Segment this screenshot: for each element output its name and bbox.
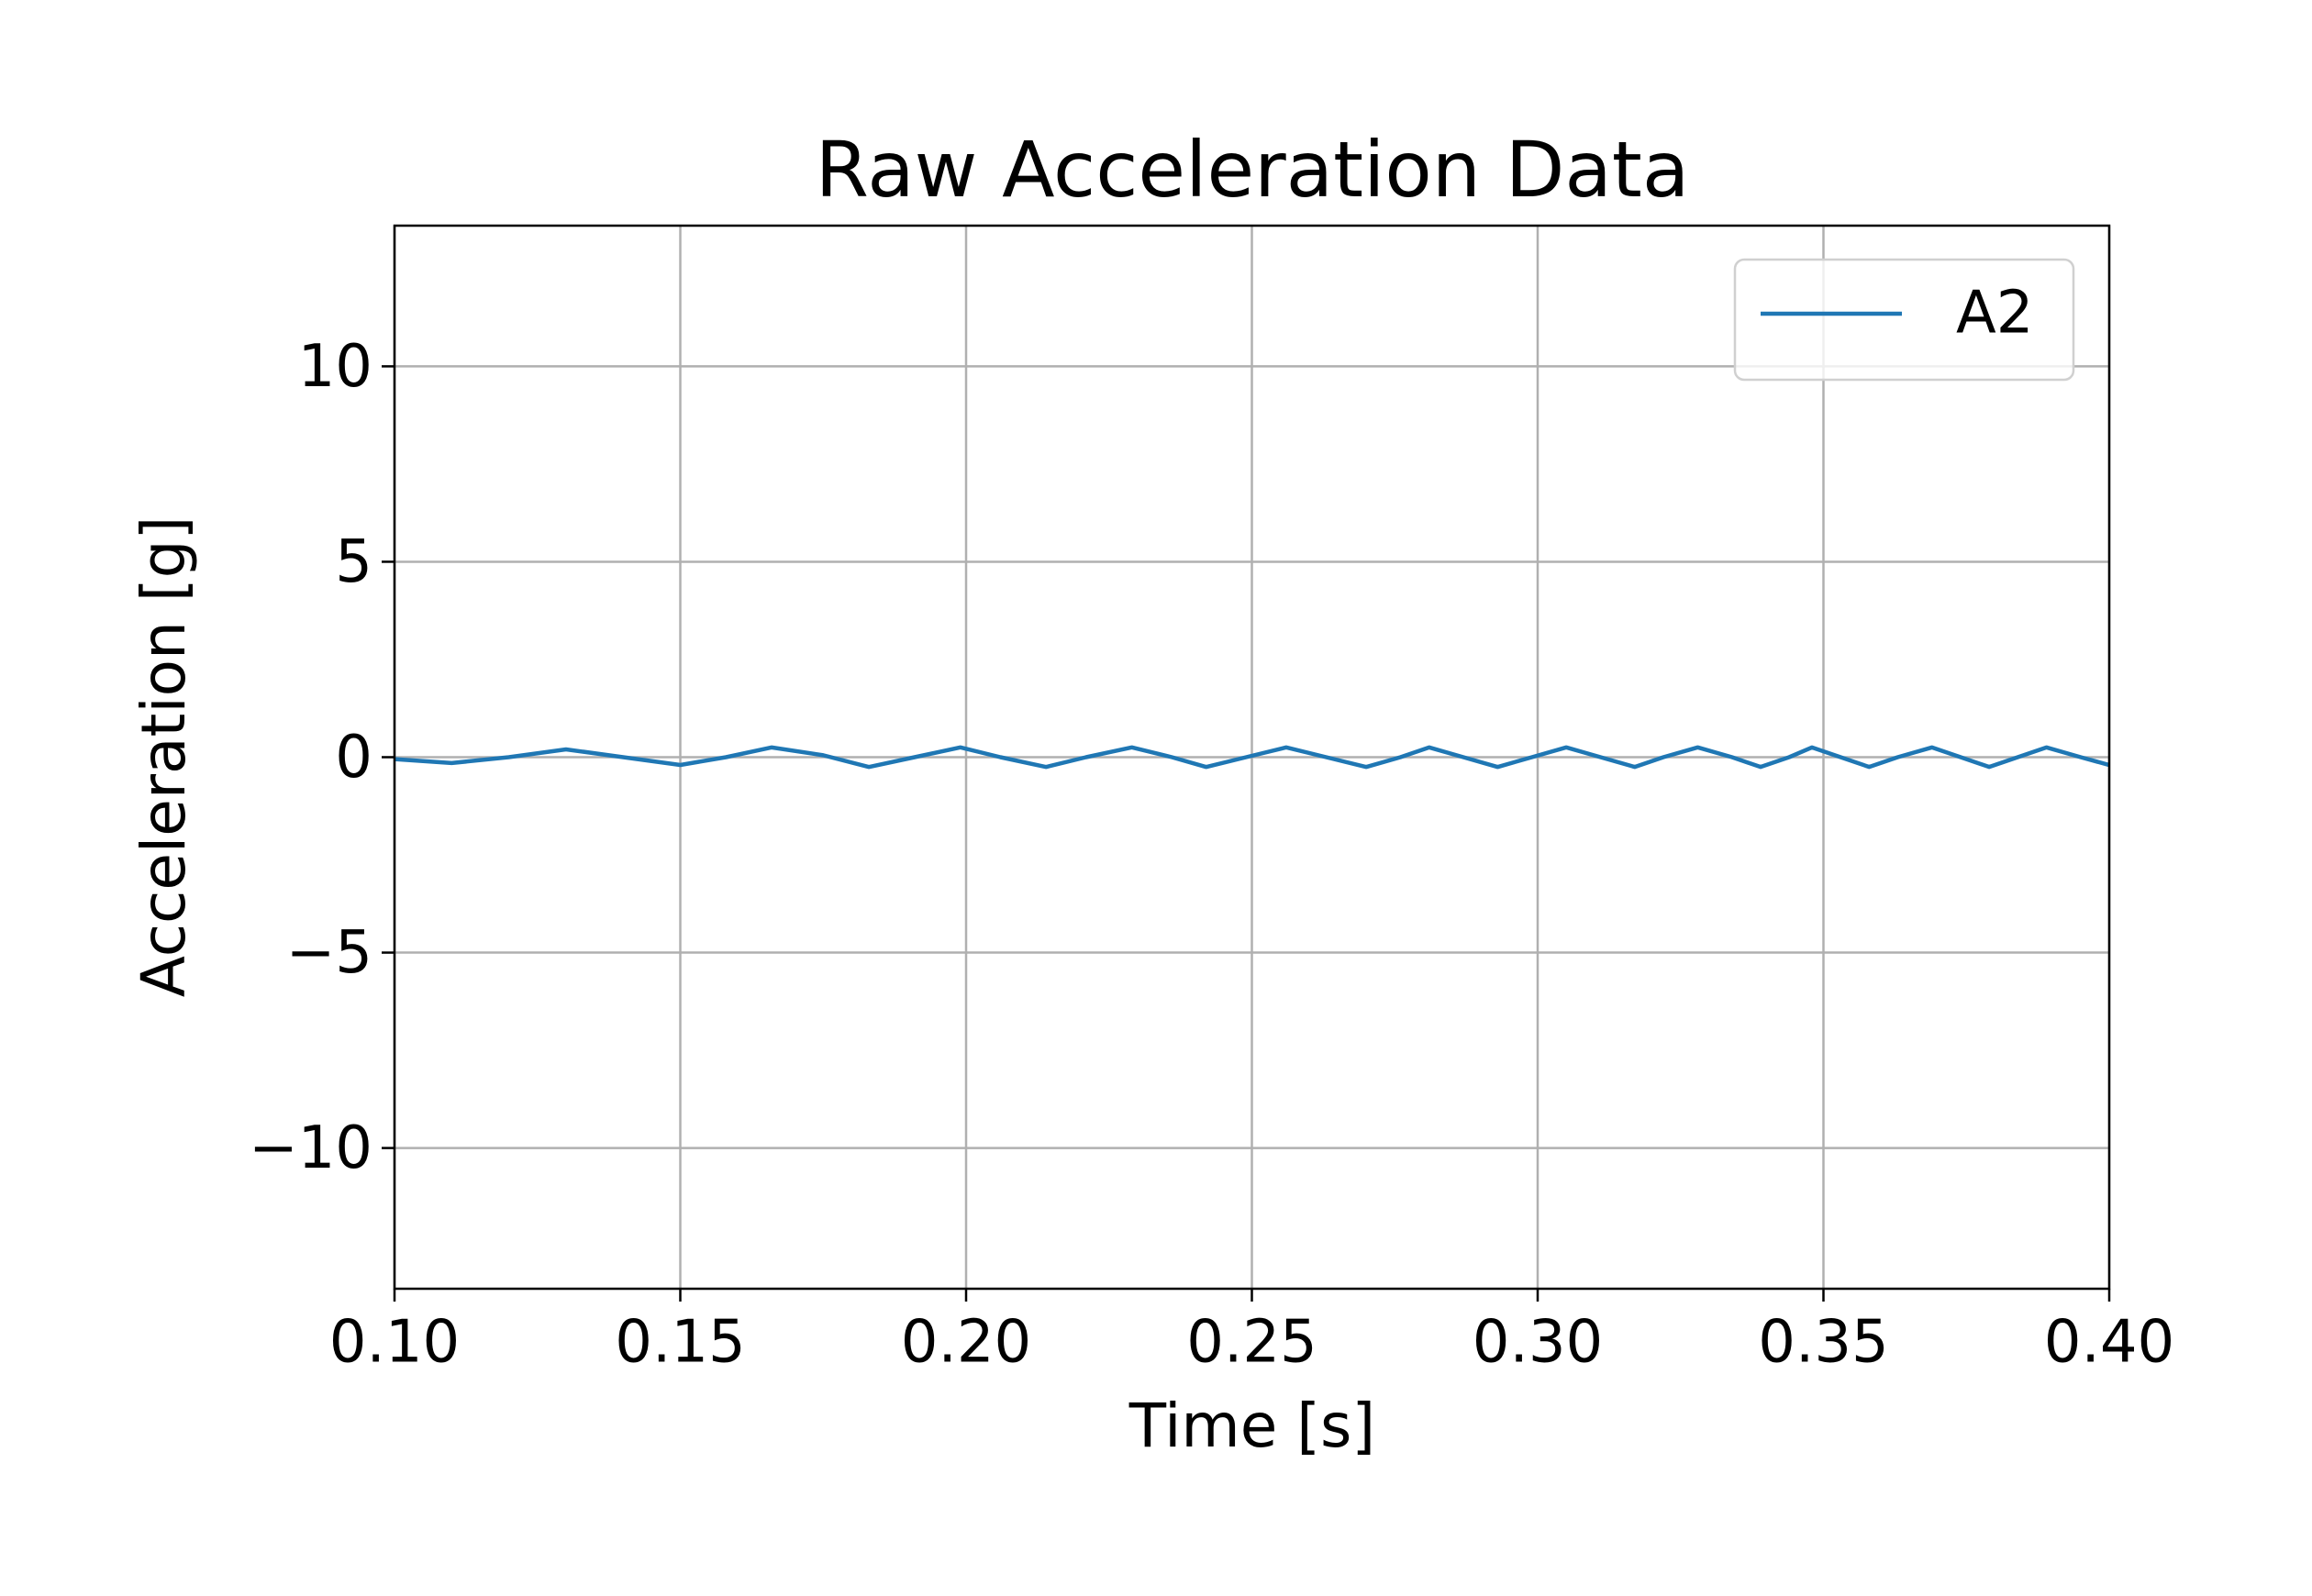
x-tick-label: 0.10 bbox=[329, 1309, 461, 1377]
plot-area bbox=[394, 745, 2110, 770]
x-axis-label: Time [s] bbox=[1128, 1391, 1375, 1461]
y-axis-label: Acceleration [g] bbox=[128, 516, 199, 998]
y-tick-label: 10 bbox=[298, 333, 372, 401]
legend-box bbox=[1733, 258, 2075, 382]
x-tick-label: 0.15 bbox=[615, 1309, 746, 1377]
legend-label: A2 bbox=[1956, 280, 2034, 348]
x-tick-label: 0.35 bbox=[1758, 1309, 1889, 1377]
x-tick-label: 0.20 bbox=[901, 1309, 1032, 1377]
y-tick-label: −5 bbox=[286, 919, 372, 987]
x-tick-label: 0.40 bbox=[2044, 1309, 2175, 1377]
y-tick-label: −10 bbox=[249, 1114, 372, 1182]
x-tick-label: 0.30 bbox=[1473, 1309, 1604, 1377]
chart-title: Raw Acceleration Data bbox=[816, 125, 1690, 215]
y-tick-label: 5 bbox=[335, 528, 372, 596]
data-line bbox=[394, 745, 2110, 770]
y-tick-label: 0 bbox=[335, 724, 372, 792]
legend: A2 bbox=[1733, 258, 2075, 382]
x-tick-label: 0.25 bbox=[1186, 1309, 1317, 1377]
